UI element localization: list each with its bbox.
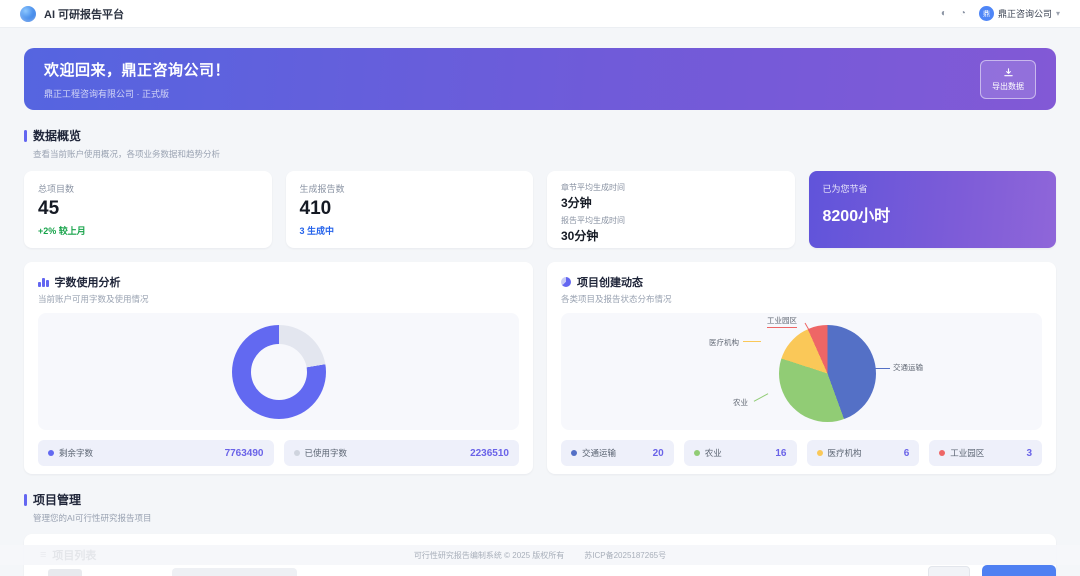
navbar-actions: ◐ ◔ 鼎 鼎正咨询公司 ▾ <box>941 6 1060 21</box>
stat-card-reports-generated: 生成报告数 410 3 生成中 <box>285 171 533 248</box>
stat-delta: +2% 较上月 <box>38 226 86 236</box>
project-list-toolbar-cutoff <box>48 565 1056 576</box>
legend-dot <box>48 450 54 456</box>
company-name: 鼎正咨询公司 <box>997 9 1052 19</box>
chevron-down-icon: ▾ <box>1055 9 1060 18</box>
overview-subtitle: 查看当前账户使用概况，各项业务数据和趋势分析 <box>33 149 221 159</box>
welcome-title: 欢迎回来，鼎正咨询公司！ <box>44 61 231 79</box>
footer-icp: 苏ICP备2025187265号 <box>584 550 667 560</box>
legend-item-used-words: 已使用字数 2236510 <box>283 440 519 466</box>
overview-section-header: 数据概览 查看当前账户使用概况，各项业务数据和趋势分析 <box>24 127 1056 160</box>
legend-item-industrial: 工业园区 3 <box>929 440 1042 466</box>
notification-bell-icon[interactable]: ◔ <box>959 7 966 19</box>
export-label: 导出数据 <box>992 81 1024 91</box>
account-menu[interactable]: 鼎 鼎正咨询公司 ▾ <box>978 6 1060 21</box>
stat-card-time-saved: 已为您节省 8200小时 <box>808 171 1056 248</box>
toolbar-placeholder <box>48 569 82 576</box>
legend-label: 已使用字数 <box>304 448 348 458</box>
project-mgmt-title: 项目管理 <box>33 493 82 507</box>
bar-chart-icon <box>38 277 49 287</box>
pie-callout-industrial: 工业园区 <box>767 315 797 328</box>
theme-toggle-icon[interactable]: ◐ <box>940 7 947 19</box>
primary-action-button[interactable] <box>982 565 1056 576</box>
project-dynamics-card: 项目创建动态 各类项目及报告状态分布情况 交通运输 农业 医疗机构 工业园区 交… <box>547 262 1056 474</box>
legend-label: 剩余字数 <box>59 448 94 458</box>
legend-dot <box>571 450 577 456</box>
stat-label: 章节平均生成时间 <box>561 183 625 192</box>
legend-label: 工业园区 <box>950 448 985 458</box>
overview-title: 数据概览 <box>33 129 82 143</box>
stat-label: 总项目数 <box>38 184 75 194</box>
stat-value: 45 <box>38 198 60 219</box>
legend-dot <box>816 450 823 456</box>
legend-label: 农业 <box>704 448 722 458</box>
pie-callout-medical: 医疗机构 <box>709 338 739 347</box>
legend-item-remaining-words: 剩余字数 7763490 <box>38 440 274 466</box>
stat-delta: 3 生成中 <box>299 226 335 236</box>
project-pie-legend: 交通运输 20 农业 16 医疗机构 6 工业园区 3 <box>561 440 1042 466</box>
pie-callout-line <box>743 341 761 342</box>
legend-dot <box>293 450 300 456</box>
section-accent-bar <box>24 129 27 142</box>
word-usage-legend: 剩余字数 7763490 已使用字数 2236510 <box>38 440 519 466</box>
charts-row: 字数使用分析 当前账户可用字数及使用情况 剩余字数 7763490 已使用字数 … <box>24 262 1056 474</box>
pie-callout-line <box>753 393 769 402</box>
word-usage-title: 字数使用分析 <box>54 277 121 289</box>
stat-label: 报告平均生成时间 <box>561 216 625 225</box>
footer-copyright: 可行性研究报告编制系统 © 2025 版权所有 <box>413 550 565 560</box>
avatar: 鼎 <box>978 6 994 21</box>
stat-cards-row: 总项目数 45 +2% 较上月 生成报告数 410 3 生成中 章节平均生成时间… <box>24 171 1056 248</box>
section-accent-bar <box>24 493 27 506</box>
legend-value: 20 <box>652 447 664 459</box>
pie-chart-panel: 交通运输 农业 医疗机构 工业园区 <box>561 313 1042 430</box>
stat-card-total-projects: 总项目数 45 +2% 较上月 <box>24 171 272 248</box>
word-usage-donut-chart <box>231 324 326 419</box>
legend-item-medical: 医疗机构 6 <box>806 440 920 466</box>
legend-value: 7763490 <box>224 447 264 459</box>
search-input-placeholder[interactable] <box>172 568 297 576</box>
legend-dot <box>939 450 946 456</box>
pie-callout-transport: 交通运输 <box>893 363 923 372</box>
project-dynamics-title: 项目创建动态 <box>577 277 643 289</box>
stat-value: 3分钟 <box>561 196 592 210</box>
stat-label: 已为您节省 <box>822 184 868 194</box>
legend-label: 医疗机构 <box>827 448 862 458</box>
stat-card-generation-time: 章节平均生成时间 3分钟 报告平均生成时间 30分钟 <box>547 171 795 248</box>
stat-value: 8200小时 <box>822 208 891 225</box>
app-logo-icon <box>20 5 36 22</box>
download-icon <box>1003 67 1013 76</box>
project-dynamics-subtitle: 各类项目及报告状态分布情况 <box>561 294 672 304</box>
pie-callout-agriculture: 农业 <box>733 398 748 407</box>
legend-value: 6 <box>903 447 910 459</box>
footer: 可行性研究报告编制系统 © 2025 版权所有 苏ICP备2025187265号 <box>0 545 1080 565</box>
legend-item-transport: 交通运输 20 <box>561 440 674 466</box>
project-mgmt-section-header: 项目管理 管理您的AI可行性研究报告项目 <box>24 491 1056 524</box>
legend-value: 3 <box>1026 447 1032 459</box>
secondary-button[interactable] <box>928 566 970 576</box>
word-usage-subtitle: 当前账户可用字数及使用情况 <box>38 294 149 304</box>
legend-value: 2236510 <box>470 447 509 459</box>
stat-label: 生成报告数 <box>299 184 345 194</box>
stat-value: 30分钟 <box>561 229 599 243</box>
welcome-text: 欢迎回来，鼎正咨询公司！ 鼎正工程咨询有限公司 · 正式版 <box>44 59 230 100</box>
legend-item-agriculture: 农业 16 <box>683 440 797 466</box>
export-data-button[interactable]: 导出数据 <box>980 59 1036 99</box>
pie-callout-line <box>866 368 890 369</box>
pie-chart-icon <box>561 277 571 287</box>
welcome-subtitle: 鼎正工程咨询有限公司 · 正式版 <box>44 88 169 99</box>
project-mgmt-subtitle: 管理您的AI可行性研究报告项目 <box>33 513 152 523</box>
word-usage-card: 字数使用分析 当前账户可用字数及使用情况 剩余字数 7763490 已使用字数 … <box>24 262 533 474</box>
legend-dot <box>693 450 700 456</box>
brand: AI 可研报告平台 <box>20 5 125 22</box>
app-title: AI 可研报告平台 <box>44 8 125 21</box>
legend-label: 交通运输 <box>582 448 617 458</box>
donut-chart-panel <box>38 313 519 430</box>
stat-value: 410 <box>299 198 332 219</box>
project-pie-chart <box>779 325 876 422</box>
top-navbar: AI 可研报告平台 ◐ ◔ 鼎 鼎正咨询公司 ▾ <box>0 0 1080 28</box>
welcome-banner: 欢迎回来，鼎正咨询公司！ 鼎正工程咨询有限公司 · 正式版 导出数据 <box>24 48 1056 110</box>
legend-value: 16 <box>775 447 787 459</box>
